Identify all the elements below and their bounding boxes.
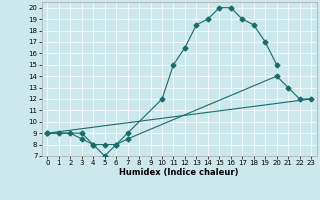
X-axis label: Humidex (Indice chaleur): Humidex (Indice chaleur)	[119, 168, 239, 177]
